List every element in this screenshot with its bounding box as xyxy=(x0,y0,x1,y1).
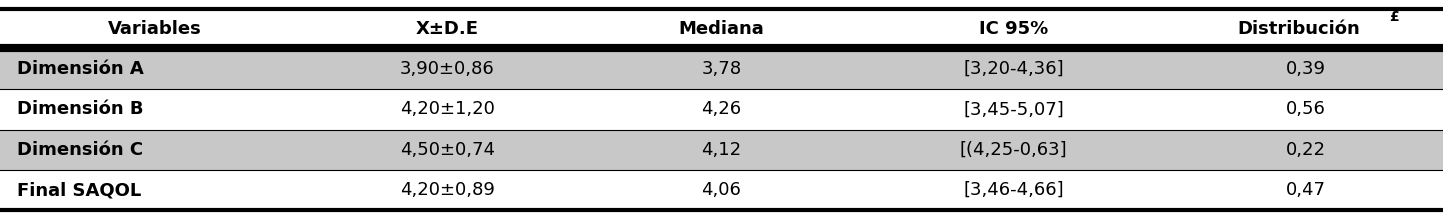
Text: Variables: Variables xyxy=(108,20,202,38)
Text: 0,56: 0,56 xyxy=(1286,101,1326,118)
Bar xyxy=(0,9,1443,49)
Text: 4,20±0,89: 4,20±0,89 xyxy=(400,181,495,199)
Bar xyxy=(0,49,1443,89)
Text: 3,90±0,86: 3,90±0,86 xyxy=(400,60,495,78)
Text: Final SAQOL: Final SAQOL xyxy=(17,181,141,199)
Text: 4,06: 4,06 xyxy=(701,181,742,199)
Text: 4,26: 4,26 xyxy=(701,101,742,118)
Text: 0,22: 0,22 xyxy=(1286,141,1326,159)
Text: 4,12: 4,12 xyxy=(701,141,742,159)
Text: X±D.E: X±D.E xyxy=(416,20,479,38)
Text: 3,78: 3,78 xyxy=(701,60,742,78)
Text: [3,20-4,36]: [3,20-4,36] xyxy=(964,60,1063,78)
Bar xyxy=(0,89,1443,130)
Text: Distribución: Distribución xyxy=(1237,20,1361,38)
Text: Mediana: Mediana xyxy=(678,20,765,38)
Bar xyxy=(0,170,1443,210)
Text: 0,47: 0,47 xyxy=(1286,181,1326,199)
Text: Dimensión C: Dimensión C xyxy=(17,141,143,159)
Bar xyxy=(0,130,1443,170)
Text: Dimensión B: Dimensión B xyxy=(17,101,144,118)
Text: £: £ xyxy=(1390,10,1400,24)
Text: 0,39: 0,39 xyxy=(1286,60,1326,78)
Text: IC 95%: IC 95% xyxy=(980,20,1048,38)
Text: 4,20±1,20: 4,20±1,20 xyxy=(400,101,495,118)
Text: 4,50±0,74: 4,50±0,74 xyxy=(400,141,495,159)
Text: Dimensión A: Dimensión A xyxy=(17,60,144,78)
Text: [3,46-4,66]: [3,46-4,66] xyxy=(964,181,1063,199)
Text: [3,45-5,07]: [3,45-5,07] xyxy=(964,101,1063,118)
Text: [(4,25-0,63]: [(4,25-0,63] xyxy=(960,141,1068,159)
